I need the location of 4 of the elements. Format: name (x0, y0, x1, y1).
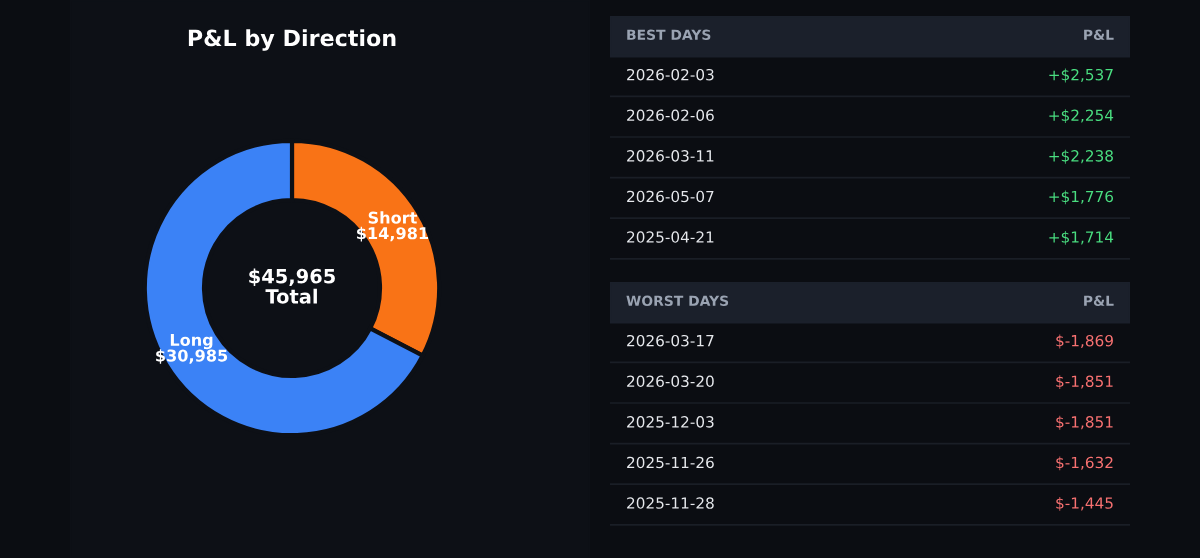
chart-title: P&L by Direction (188, 29, 396, 51)
text: $45,965 Total (249, 268, 335, 304)
slice-label: Long (170, 333, 213, 350)
slice-label: Short (368, 211, 417, 224)
